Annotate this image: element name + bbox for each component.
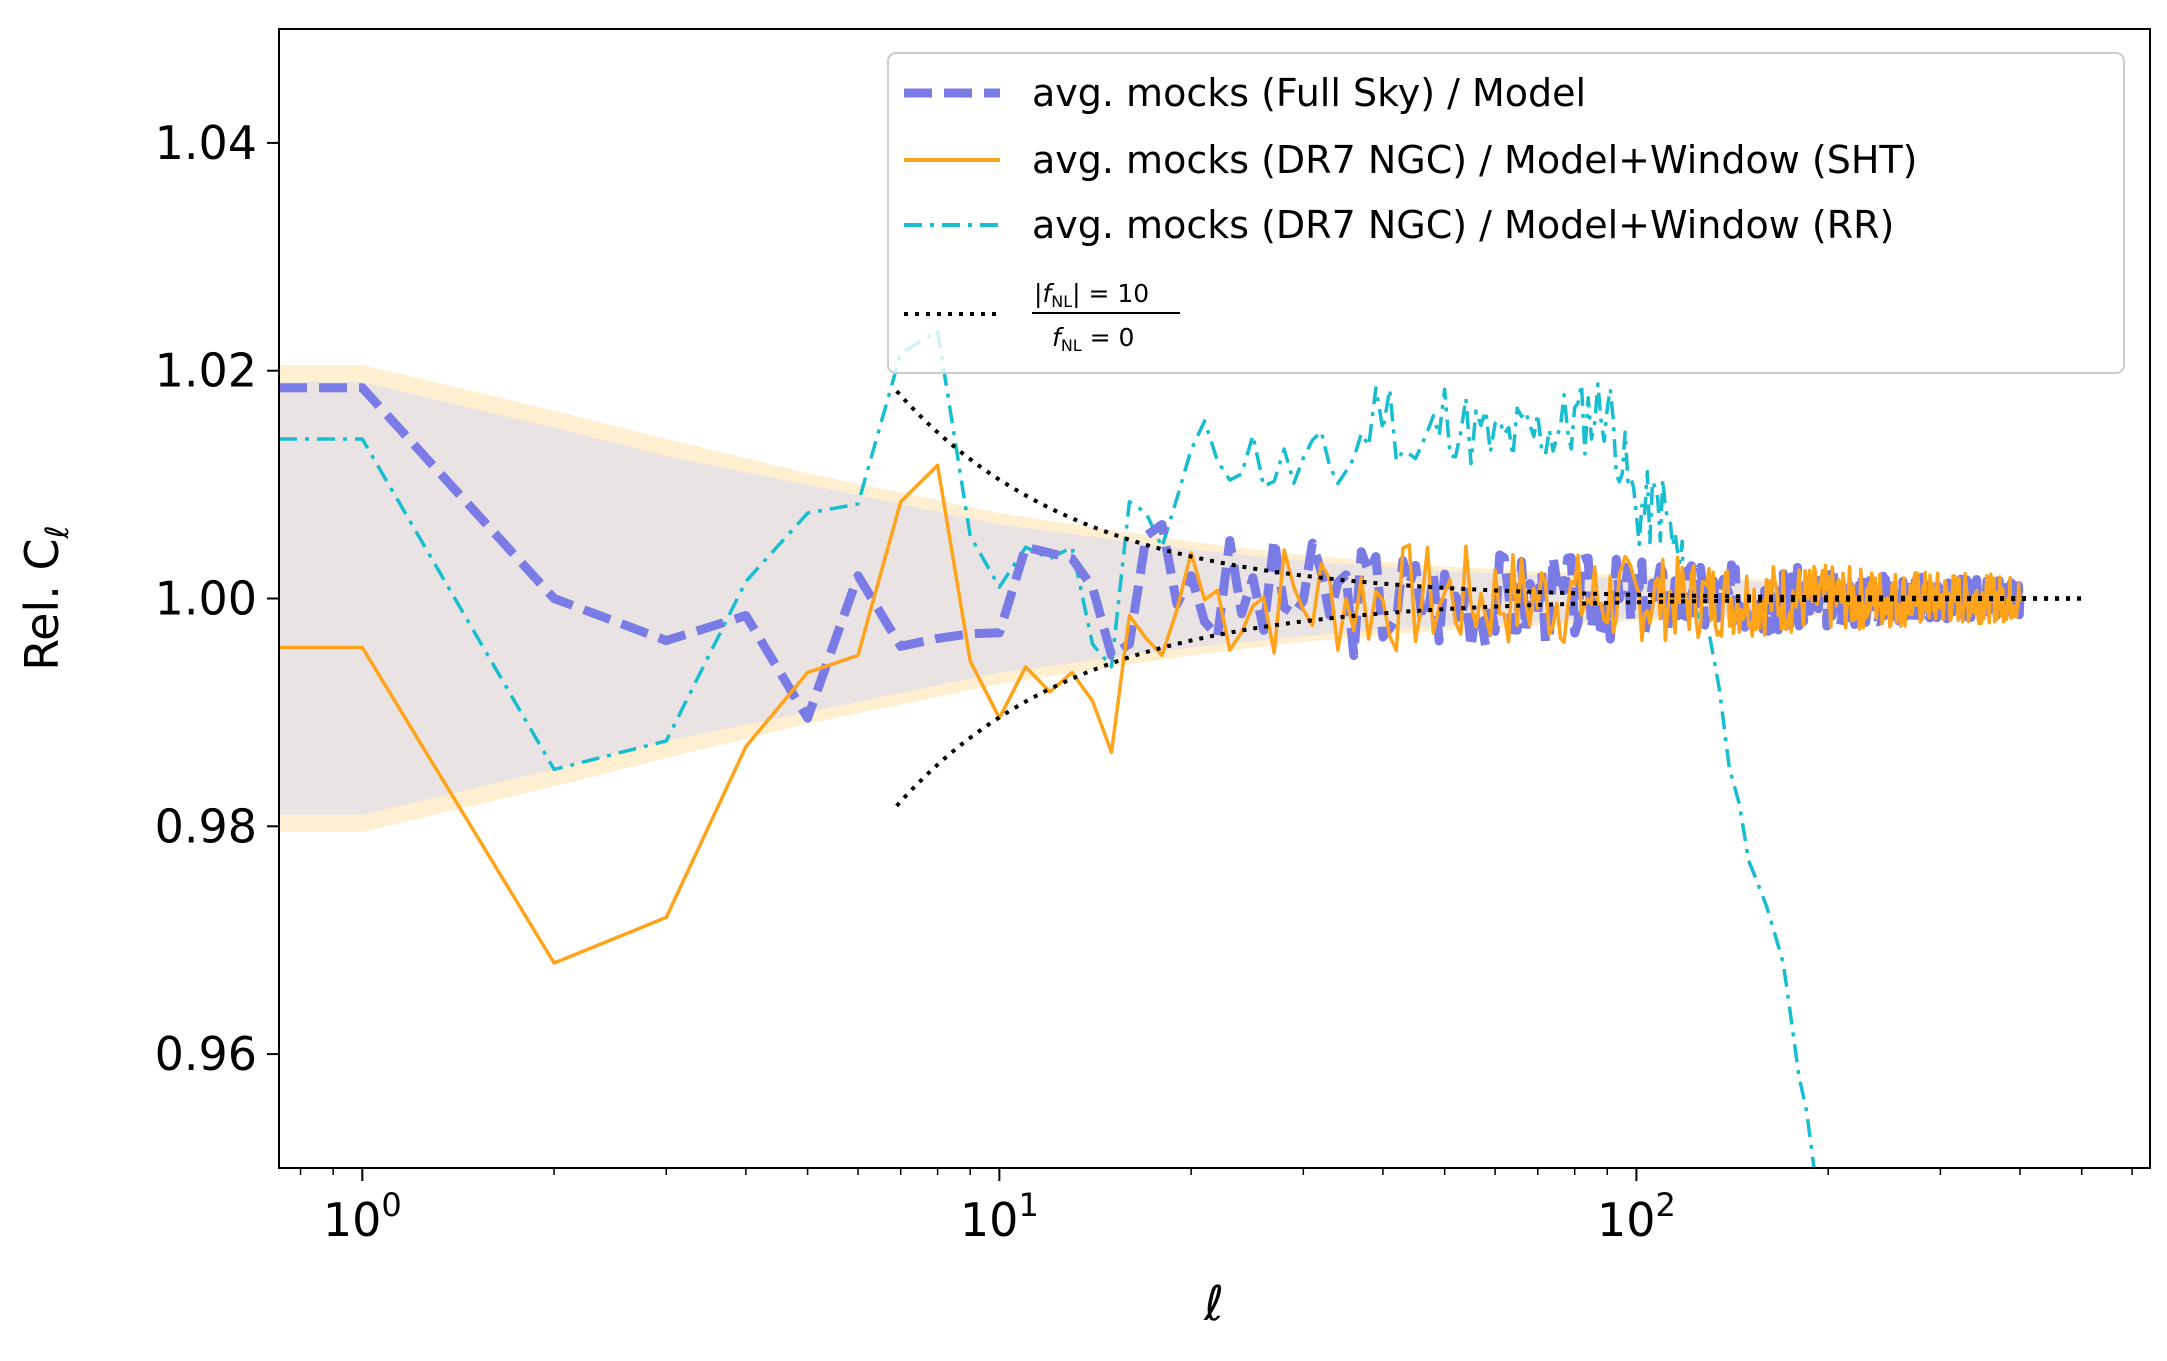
y-axis-label: Rel. Cℓ (15, 525, 76, 671)
x-tick-label: 100 (323, 1186, 402, 1247)
legend-label-rr: avg. mocks (DR7 NGC) / Model+Window (RR) (1032, 203, 1894, 247)
legend: avg. mocks (Full Sky) / Model avg. mocks… (887, 52, 2125, 374)
y-tick-label: 1.02 (155, 344, 257, 398)
y-axis-ticks: 0.96 0.98 1.00 1.02 1.04 (155, 116, 279, 1081)
y-tick-label: 0.96 (155, 1027, 257, 1081)
legend-label-sht: avg. mocks (DR7 NGC) / Model+Window (SHT… (1032, 138, 1917, 182)
uncertainty-bands (279, 365, 2020, 832)
x-tick-label: 101 (960, 1186, 1039, 1247)
series-lines (279, 329, 2082, 1168)
y-tick-label: 1.00 (155, 572, 257, 626)
series-line-rr (279, 329, 1816, 1168)
legend-label-fnl-denominator: fNL = 0 (1052, 323, 1134, 355)
x-tick-label: 102 (1597, 1186, 1676, 1247)
y-tick-label: 1.04 (155, 116, 257, 170)
band-inner (279, 382, 2020, 815)
series-line-fnl-upper (895, 389, 2082, 601)
legend-label-full-sky: avg. mocks (Full Sky) / Model (1032, 71, 1586, 115)
x-axis-ticks: 100 101 102 (299, 1168, 2133, 1247)
legend-label-fnl-numerator: |fNL| = 10 (1034, 279, 1149, 311)
y-tick-label: 0.98 (155, 799, 257, 853)
x-axis-label: ℓ (1203, 1276, 1224, 1332)
series-line-fnl-lower (895, 596, 2082, 808)
legend-box (887, 52, 2125, 374)
series-line-sht (279, 463, 2022, 965)
